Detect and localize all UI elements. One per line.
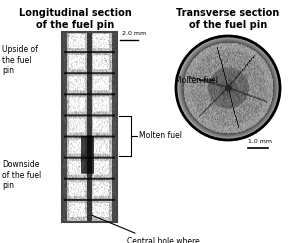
Text: Longitudinal section
of the fuel pin: Longitudinal section of the fuel pin bbox=[19, 8, 131, 30]
Text: Upside of
the fuel
pin: Upside of the fuel pin bbox=[2, 45, 38, 75]
Bar bbox=[62, 32, 117, 222]
Text: Molten fuel: Molten fuel bbox=[139, 131, 182, 140]
Text: Transverse section
of the fuel pin: Transverse section of the fuel pin bbox=[176, 8, 280, 30]
Text: 2.0 mm: 2.0 mm bbox=[122, 31, 146, 36]
Text: 1.0 mm: 1.0 mm bbox=[248, 139, 272, 144]
Text: Central hole where
no melt has occurred: Central hole where no melt has occurred bbox=[92, 215, 208, 243]
Text: Downside
of the fuel
pin: Downside of the fuel pin bbox=[2, 160, 41, 190]
Text: Molten fuel: Molten fuel bbox=[175, 76, 218, 85]
